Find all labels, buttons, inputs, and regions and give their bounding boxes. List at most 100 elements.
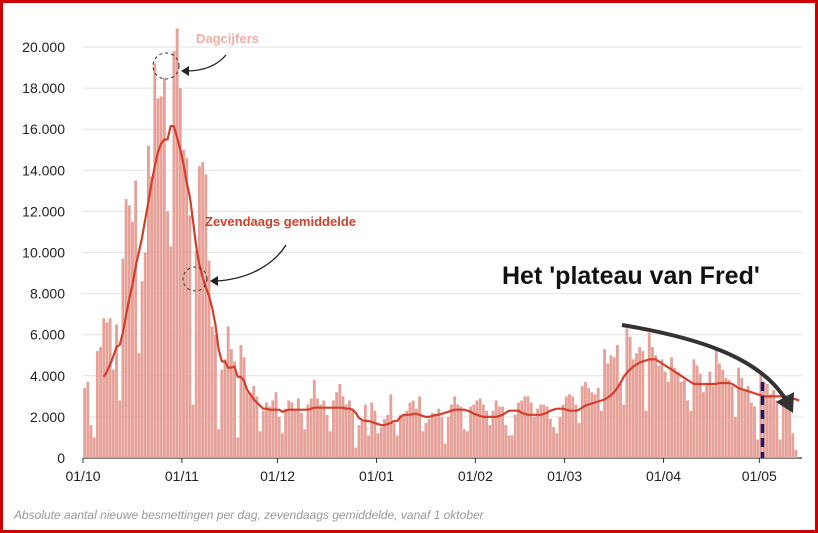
bar-daily <box>753 406 756 458</box>
bar-daily <box>772 390 776 458</box>
bar-daily <box>379 427 383 458</box>
bar-daily <box>520 400 524 458</box>
bar-daily <box>89 425 93 458</box>
bar-daily <box>775 400 779 458</box>
bar-daily <box>450 404 453 458</box>
bar-daily <box>434 414 437 458</box>
bar-daily <box>456 404 460 458</box>
bar-daily <box>708 371 712 458</box>
y-tick-label: 12.000 <box>22 203 65 219</box>
bar-daily <box>660 359 664 458</box>
bar-daily <box>83 388 87 458</box>
x-tick-label: 01/10 <box>65 468 100 484</box>
bar-daily <box>702 392 705 458</box>
bar-daily <box>472 404 476 458</box>
bar-daily <box>198 166 201 458</box>
bar-daily <box>411 400 415 458</box>
bar-daily <box>469 406 473 458</box>
bar-daily <box>593 394 597 458</box>
bar-daily <box>280 433 284 458</box>
bar-daily <box>689 410 693 458</box>
bar-daily <box>686 400 689 458</box>
bar-daily <box>478 398 482 458</box>
bar-daily <box>603 349 607 458</box>
bar-daily <box>517 402 520 458</box>
bar-daily <box>765 384 769 458</box>
bar-daily <box>118 400 122 458</box>
bar-daily <box>354 447 358 458</box>
bar-daily <box>778 439 782 458</box>
trend-arrowhead <box>776 392 794 413</box>
bar-daily <box>296 398 300 458</box>
bar-daily <box>335 392 339 458</box>
bar-daily <box>421 431 425 458</box>
bar-daily <box>692 359 696 458</box>
bar-daily <box>265 402 268 458</box>
bar-daily <box>153 63 157 458</box>
bar-daily <box>201 162 205 458</box>
bar-daily <box>762 381 766 458</box>
bar-daily <box>322 400 326 458</box>
bar-daily <box>414 408 418 458</box>
annotation-title: Het 'plateau van Fred' <box>502 262 760 290</box>
bar-daily <box>552 427 555 458</box>
bar-daily <box>332 400 335 458</box>
bar-daily <box>229 349 233 458</box>
bar-daily <box>590 392 594 458</box>
x-tick-label: 01/02 <box>458 468 493 484</box>
bar-daily <box>440 416 444 458</box>
bar-daily <box>258 431 262 458</box>
bar-daily <box>788 402 792 458</box>
bar-daily <box>351 408 354 458</box>
bar-daily <box>791 433 795 458</box>
bar-daily <box>558 416 562 458</box>
bar-daily <box>504 425 508 458</box>
bar-daily <box>303 429 307 458</box>
bar-daily <box>111 369 115 458</box>
bar-daily <box>277 416 281 458</box>
bar-daily <box>213 334 217 458</box>
bar-daily <box>491 410 495 458</box>
bar-daily <box>523 396 527 458</box>
bar-daily <box>437 408 441 458</box>
bar-daily <box>619 384 622 458</box>
bar-daily <box>714 349 718 458</box>
bar-daily <box>718 363 721 458</box>
bar-daily <box>162 77 166 458</box>
bar-daily <box>341 396 345 458</box>
bar-daily <box>389 394 393 458</box>
bar-daily <box>561 404 565 458</box>
bar-daily <box>568 394 571 458</box>
bar-daily <box>676 371 680 458</box>
bar-daily <box>481 404 485 458</box>
y-tick-label: 4.000 <box>30 368 65 384</box>
bar-daily <box>124 199 128 458</box>
bar-daily <box>95 351 99 458</box>
bar-daily <box>137 353 141 458</box>
bar-daily <box>622 404 626 458</box>
bar-daily <box>357 425 361 458</box>
bar-daily <box>682 379 686 458</box>
bar-daily <box>210 326 214 458</box>
bar-daily <box>268 406 272 458</box>
bar-daily <box>466 431 469 458</box>
bar-daily <box>150 176 154 458</box>
y-tick-label: 0 <box>57 450 65 466</box>
bar-daily <box>249 394 252 458</box>
bar-daily <box>501 406 504 458</box>
bar-daily <box>733 416 737 458</box>
x-tick-label: 01/05 <box>742 468 777 484</box>
bar-daily <box>261 410 265 458</box>
bar-daily <box>376 433 380 458</box>
bar-daily <box>328 431 332 458</box>
bar-daily <box>654 355 658 458</box>
bar-daily <box>102 318 106 458</box>
bar-daily <box>182 149 185 458</box>
bar-daily <box>615 344 619 458</box>
y-tick-label: 2.000 <box>30 409 65 425</box>
bar-daily <box>485 410 488 458</box>
bar-daily <box>363 404 367 458</box>
bar-daily <box>188 215 192 458</box>
bar-daily <box>99 347 102 458</box>
bar-daily <box>430 412 434 458</box>
